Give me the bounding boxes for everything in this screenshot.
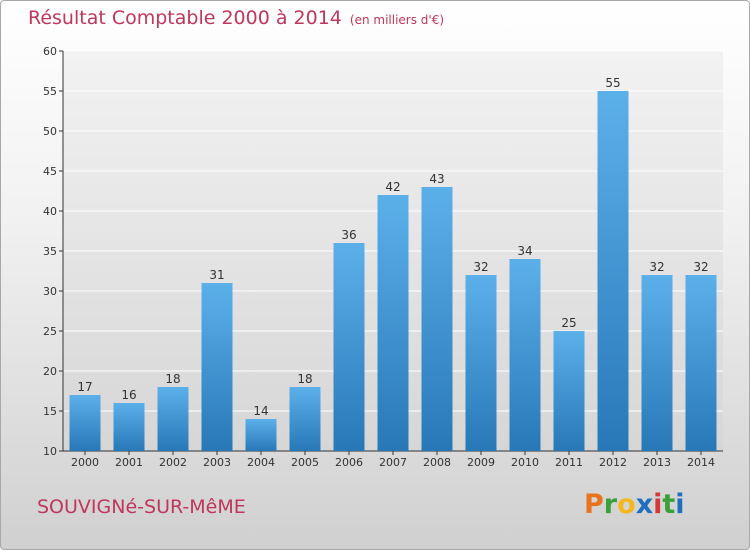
y-tick-label: 60 [43, 45, 57, 58]
bar-value-label: 16 [121, 388, 136, 402]
bar [113, 403, 145, 451]
x-tick-label: 2007 [379, 456, 407, 469]
chart-title: Résultat Comptable 2000 à 2014 (en millie… [28, 7, 444, 29]
x-tick-label: 2013 [643, 456, 671, 469]
y-tick-label: 55 [43, 85, 57, 98]
x-tick-label: 2003 [203, 456, 231, 469]
x-tick-label: 2008 [423, 456, 451, 469]
bar [377, 195, 409, 451]
bar-value-label: 32 [693, 260, 708, 274]
bar [333, 243, 365, 451]
bar-value-label: 36 [341, 228, 356, 242]
y-tick-label: 10 [43, 445, 57, 458]
bar-value-label: 32 [473, 260, 488, 274]
bar-value-label: 43 [429, 172, 444, 186]
y-tick-label: 50 [43, 125, 57, 138]
brand-letter: r [603, 489, 618, 520]
x-tick-label: 2012 [599, 456, 627, 469]
bar-value-label: 55 [605, 76, 620, 90]
chart-title-text: Résultat Comptable 2000 à 2014 [28, 7, 342, 29]
bar-value-label: 31 [209, 268, 224, 282]
bar-value-label: 18 [165, 372, 180, 386]
bar-value-label: 14 [253, 404, 268, 418]
bar-value-label: 34 [517, 244, 532, 258]
brand-letter: o [617, 489, 636, 520]
bar [553, 331, 585, 451]
bar [421, 187, 453, 451]
x-tick-label: 2006 [335, 456, 363, 469]
bar [245, 419, 277, 451]
x-tick-label: 2000 [71, 456, 99, 469]
x-tick-label: 2011 [555, 456, 583, 469]
x-tick-label: 2005 [291, 456, 319, 469]
y-tick-label: 30 [43, 285, 57, 298]
y-tick-label: 35 [43, 245, 57, 258]
proxiti-logo: Proxiti [584, 489, 685, 520]
y-tick-label: 15 [43, 405, 57, 418]
bar-value-label: 42 [385, 180, 400, 194]
bar [641, 275, 673, 451]
brand-letter: i [675, 489, 685, 520]
y-tick-label: 45 [43, 165, 57, 178]
bar [201, 283, 233, 451]
bar-value-label: 25 [561, 316, 576, 330]
x-tick-label: 2014 [687, 456, 715, 469]
bar [157, 387, 189, 451]
brand-letter: P [584, 489, 604, 520]
chart-subtitle: (en milliers d'€) [349, 13, 445, 27]
bar [69, 395, 101, 451]
commune-name: SOUVIGNé-SUR-MêME [37, 496, 246, 518]
bar-value-label: 17 [77, 380, 92, 394]
bar-value-label: 32 [649, 260, 664, 274]
y-tick-label: 25 [43, 325, 57, 338]
brand-letter: x [635, 489, 654, 520]
y-tick-label: 20 [43, 365, 57, 378]
x-tick-label: 2002 [159, 456, 187, 469]
bar-value-label: 18 [297, 372, 312, 386]
x-tick-label: 2001 [115, 456, 143, 469]
brand-letter: t [662, 489, 676, 520]
bar [685, 275, 717, 451]
brand-letter: i [653, 489, 663, 520]
bar [465, 275, 497, 451]
bar [597, 91, 629, 451]
bar [289, 387, 321, 451]
bar [509, 259, 541, 451]
x-tick-label: 2010 [511, 456, 539, 469]
x-tick-label: 2009 [467, 456, 495, 469]
x-tick-label: 2004 [247, 456, 275, 469]
y-tick-label: 40 [43, 205, 57, 218]
